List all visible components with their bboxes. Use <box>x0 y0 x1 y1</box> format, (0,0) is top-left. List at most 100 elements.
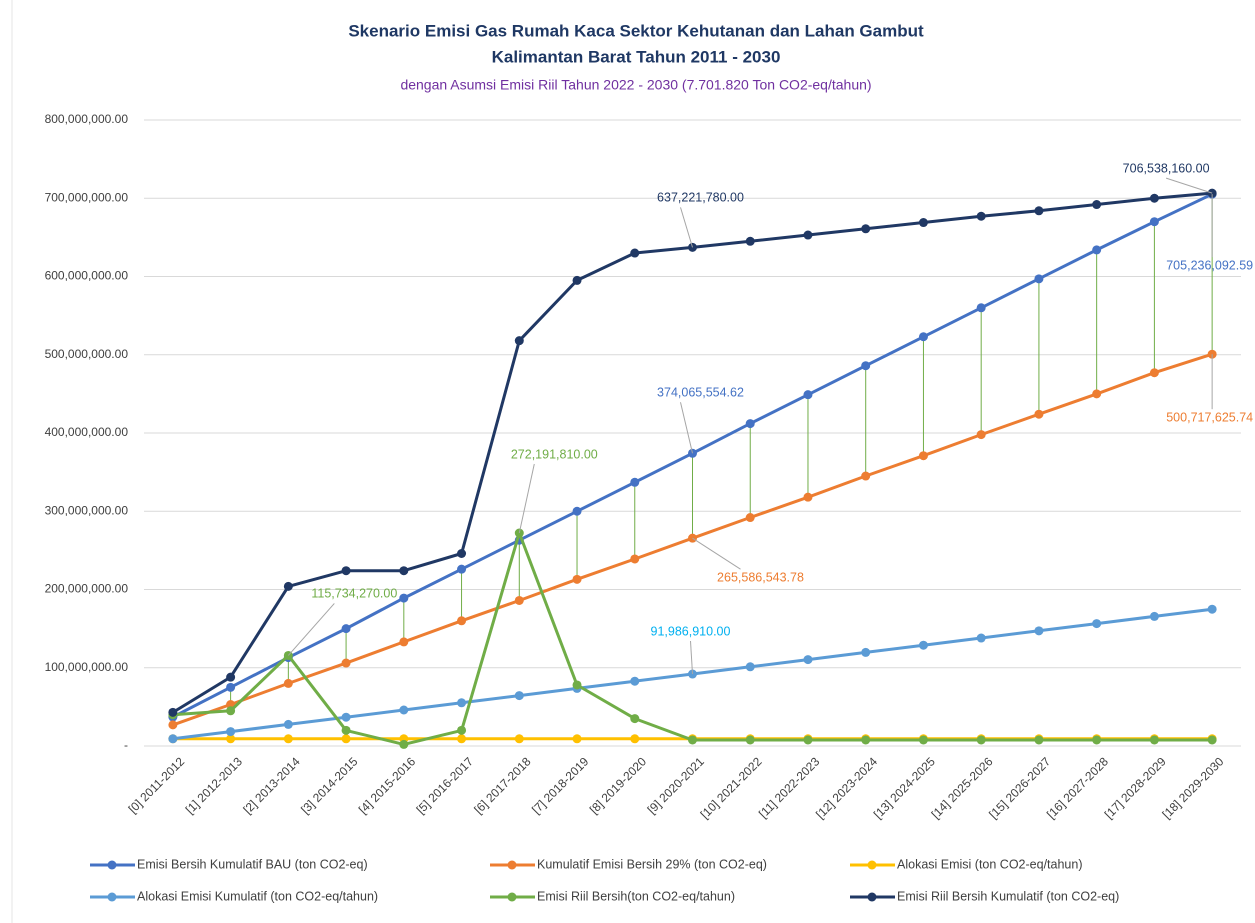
point <box>457 698 467 708</box>
point <box>803 492 813 502</box>
point <box>457 564 467 574</box>
legend-label: Alokasi Emisi (ton CO2-eq/tahun) <box>897 857 1083 871</box>
leader-line <box>518 463 535 534</box>
point <box>1149 611 1159 621</box>
chart-subtitle: dengan Asumsi Emisi Riil Tahun 2022 - 20… <box>400 77 871 93</box>
point <box>861 647 871 657</box>
leader-line <box>692 537 741 570</box>
y-tick-label: - <box>124 738 128 752</box>
data-label: 115,734,270.00 <box>311 587 397 601</box>
data-label: 272,191,810.00 <box>511 447 598 461</box>
point <box>803 390 813 400</box>
data-label: 637,221,780.00 <box>657 191 744 205</box>
leader-line <box>1165 177 1213 194</box>
y-tick-label: 800,000,000.00 <box>45 112 129 126</box>
leader-line <box>287 603 335 656</box>
point <box>1034 626 1044 636</box>
y-tick-label: 500,000,000.00 <box>45 347 129 361</box>
point <box>861 224 871 234</box>
point <box>976 211 986 221</box>
legend-swatch <box>107 892 117 902</box>
point <box>976 430 986 440</box>
point <box>630 714 640 724</box>
point <box>630 554 640 564</box>
point <box>1207 735 1217 745</box>
data-label: 91,986,910.00 <box>651 624 731 638</box>
point <box>283 678 293 688</box>
point <box>168 720 178 730</box>
point <box>861 735 871 745</box>
point <box>572 275 582 285</box>
y-tick-label: 200,000,000.00 <box>45 582 129 596</box>
point <box>572 574 582 584</box>
point <box>514 595 524 605</box>
point <box>341 624 351 634</box>
data-label: 265,586,543.78 <box>717 570 804 584</box>
point <box>168 734 178 744</box>
point <box>572 680 582 690</box>
point <box>457 616 467 626</box>
point <box>457 725 467 735</box>
point <box>1092 735 1102 745</box>
point <box>976 633 986 643</box>
point <box>745 236 755 246</box>
legend-label: Emisi Riil Bersih Kumulatif (ton CO2-eq) <box>897 889 1119 903</box>
point <box>341 712 351 722</box>
point <box>1092 619 1102 629</box>
point <box>976 735 986 745</box>
point <box>1092 200 1102 210</box>
data-label: 500,717,625.74 <box>1166 410 1253 424</box>
leader-line <box>680 207 693 248</box>
point <box>341 725 351 735</box>
point <box>745 419 755 429</box>
point <box>861 471 871 481</box>
y-tick-label: 600,000,000.00 <box>45 269 129 283</box>
point <box>918 451 928 461</box>
point <box>918 332 928 342</box>
point <box>226 734 236 744</box>
legend-label: Emisi Riil Bersih(ton CO2-eq/tahun) <box>537 889 735 903</box>
point <box>861 361 871 371</box>
y-tick-label: 300,000,000.00 <box>45 503 129 517</box>
point <box>1207 604 1217 614</box>
point <box>168 707 178 717</box>
point <box>918 218 928 228</box>
legend-swatch <box>507 860 517 870</box>
point <box>514 336 524 346</box>
point <box>226 706 236 716</box>
legend-swatch <box>107 860 117 870</box>
point <box>457 549 467 559</box>
data-label: 706,538,160.00 <box>1123 161 1210 175</box>
chart-title: Skenario Emisi Gas Rumah Kaca Sektor Keh… <box>348 21 924 40</box>
point <box>283 719 293 729</box>
point <box>1034 206 1044 216</box>
point <box>226 672 236 682</box>
point <box>399 739 409 749</box>
chart-title: Kalimantan Barat Tahun 2011 - 2030 <box>492 47 781 66</box>
point <box>1149 193 1159 203</box>
point <box>1034 409 1044 419</box>
y-tick-label: 700,000,000.00 <box>45 190 129 204</box>
point <box>572 506 582 516</box>
point <box>283 734 293 744</box>
point <box>803 735 813 745</box>
point <box>1149 368 1159 378</box>
point <box>341 566 351 576</box>
point <box>976 303 986 313</box>
point <box>226 682 236 692</box>
point <box>399 566 409 576</box>
point <box>457 734 467 744</box>
legend-swatch <box>867 892 877 902</box>
point <box>572 734 582 744</box>
legend-label: Emisi Bersih Kumulatif BAU (ton CO2-eq) <box>137 857 368 871</box>
leader-line <box>690 640 693 675</box>
data-label: 374,065,554.62 <box>657 386 744 400</box>
point <box>1149 217 1159 227</box>
point <box>226 727 236 737</box>
y-tick-label: 100,000,000.00 <box>45 660 129 674</box>
point <box>399 705 409 715</box>
point <box>341 658 351 668</box>
point <box>630 248 640 258</box>
point <box>918 735 928 745</box>
